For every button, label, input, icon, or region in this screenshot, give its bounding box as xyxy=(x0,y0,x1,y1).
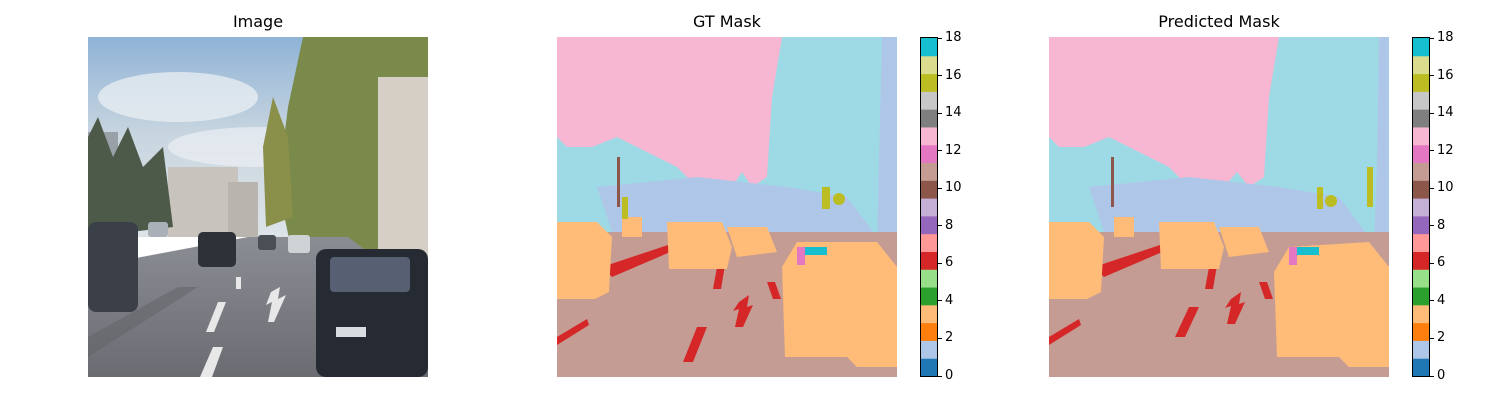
building-class-region xyxy=(1374,37,1389,257)
colorbar-tick-label: 14 xyxy=(945,105,962,121)
colorbar-swatch xyxy=(1413,340,1429,359)
colorbar-tick xyxy=(1430,37,1434,39)
sky-class-region xyxy=(1049,37,1279,187)
colorbar-swatch xyxy=(1413,162,1429,181)
colorbar-swatch xyxy=(1413,233,1429,252)
colorbar-swatch xyxy=(921,215,937,235)
colorbar-swatch xyxy=(1413,38,1429,57)
colorbar-swatch xyxy=(921,91,937,110)
colorbar-swatch xyxy=(1413,251,1429,270)
colorbar-tick xyxy=(938,37,942,39)
colorbar-swatch xyxy=(1413,287,1429,306)
colorbar-tick xyxy=(1430,112,1434,114)
colorbar-tick xyxy=(938,375,942,377)
colorbar-swatch xyxy=(921,287,937,306)
colorbar-swatch xyxy=(921,180,937,199)
colorbar-swatch xyxy=(1413,180,1429,199)
colorbar-tick-label: 10 xyxy=(945,180,962,196)
colorbar-swatch xyxy=(1413,144,1429,164)
sky-class-region xyxy=(557,37,782,187)
colorbar-tick-label: 8 xyxy=(945,217,954,233)
colorbar-swatch xyxy=(921,162,937,181)
colorbar-swatch xyxy=(921,73,937,92)
colorbar-tick-label: 6 xyxy=(1437,255,1446,271)
colorbar-swatch xyxy=(921,251,937,270)
colorbar-tick xyxy=(938,187,942,189)
colorbar-swatch xyxy=(921,340,937,359)
colorbar-tick xyxy=(938,262,942,264)
colorbar-swatch xyxy=(921,233,937,252)
colorbar-tick-label: 10 xyxy=(1437,180,1454,196)
pred-colorbar xyxy=(1412,37,1430,377)
colorbar-tick-label: 6 xyxy=(945,255,954,271)
colorbar-tick-label: 2 xyxy=(1437,330,1446,346)
colorbar-tick xyxy=(1430,75,1434,77)
predicted-mask-panel xyxy=(1049,37,1389,377)
colorbar-tick-label: 18 xyxy=(1437,30,1454,45)
colorbar-swatch xyxy=(921,55,937,75)
colorbar-tick-label: 16 xyxy=(945,67,962,83)
colorbar-swatch xyxy=(921,198,937,217)
colorbar-swatch xyxy=(1413,198,1429,217)
car-class-region-left xyxy=(557,222,612,299)
gt-mask-panel xyxy=(557,37,897,377)
colorbar-tick-label: 4 xyxy=(945,292,954,308)
colorbar-swatch xyxy=(921,109,937,128)
colorbar-tick xyxy=(1430,225,1434,227)
colorbar-tick xyxy=(938,300,942,302)
colorbar-swatch xyxy=(1413,91,1429,110)
colorbar-tick xyxy=(1430,300,1434,302)
colorbar-swatch xyxy=(921,144,937,164)
colorbar-swatch xyxy=(1413,126,1429,146)
colorbar-tick-label: 18 xyxy=(945,30,962,45)
car-class-region-left xyxy=(1049,222,1104,299)
car-left xyxy=(88,222,138,312)
colorbar-swatch xyxy=(921,304,937,324)
colorbar-tick xyxy=(1430,187,1434,189)
colorbar-tick xyxy=(938,150,942,152)
colorbar-swatch xyxy=(1413,55,1429,75)
colorbar-swatch xyxy=(921,322,937,341)
colorbar-tick-label: 12 xyxy=(945,142,962,158)
gt-colorbar xyxy=(920,37,938,377)
colorbar-swatch xyxy=(1413,109,1429,128)
colorbar-tick-label: 12 xyxy=(1437,142,1454,158)
colorbar-swatch xyxy=(1413,358,1429,376)
colorbar-tick-label: 0 xyxy=(1437,368,1446,383)
gt-mask-title: GT Mask xyxy=(693,12,761,31)
colorbar-tick-label: 2 xyxy=(945,330,954,346)
colorbar-swatch xyxy=(1413,269,1429,288)
colorbar-tick-label: 16 xyxy=(1437,67,1454,83)
colorbar-tick xyxy=(938,112,942,114)
colorbar-tick xyxy=(938,75,942,77)
colorbar-tick xyxy=(1430,375,1434,377)
colorbar-swatch xyxy=(921,126,937,146)
image-panel-title: Image xyxy=(232,12,284,31)
colorbar-swatch xyxy=(1413,215,1429,235)
colorbar-tick-label: 14 xyxy=(1437,105,1454,121)
colorbar-swatch xyxy=(921,358,937,376)
colorbar-tick-label: 8 xyxy=(1437,217,1446,233)
colorbar-swatch xyxy=(1413,304,1429,324)
colorbar-tick xyxy=(1430,150,1434,152)
colorbar-tick xyxy=(938,337,942,339)
colorbar-tick xyxy=(1430,262,1434,264)
street-image xyxy=(88,37,428,377)
colorbar-tick xyxy=(1430,337,1434,339)
colorbar-tick-label: 0 xyxy=(945,368,954,383)
colorbar-swatch xyxy=(1413,322,1429,341)
colorbar-swatch xyxy=(921,269,937,288)
colorbar-tick xyxy=(938,225,942,227)
building-class-region xyxy=(877,37,897,257)
colorbar-swatch xyxy=(921,38,937,57)
colorbar-tick-label: 4 xyxy=(1437,292,1446,308)
predicted-mask-title: Predicted Mask xyxy=(1158,12,1280,31)
colorbar-swatch xyxy=(1413,73,1429,92)
